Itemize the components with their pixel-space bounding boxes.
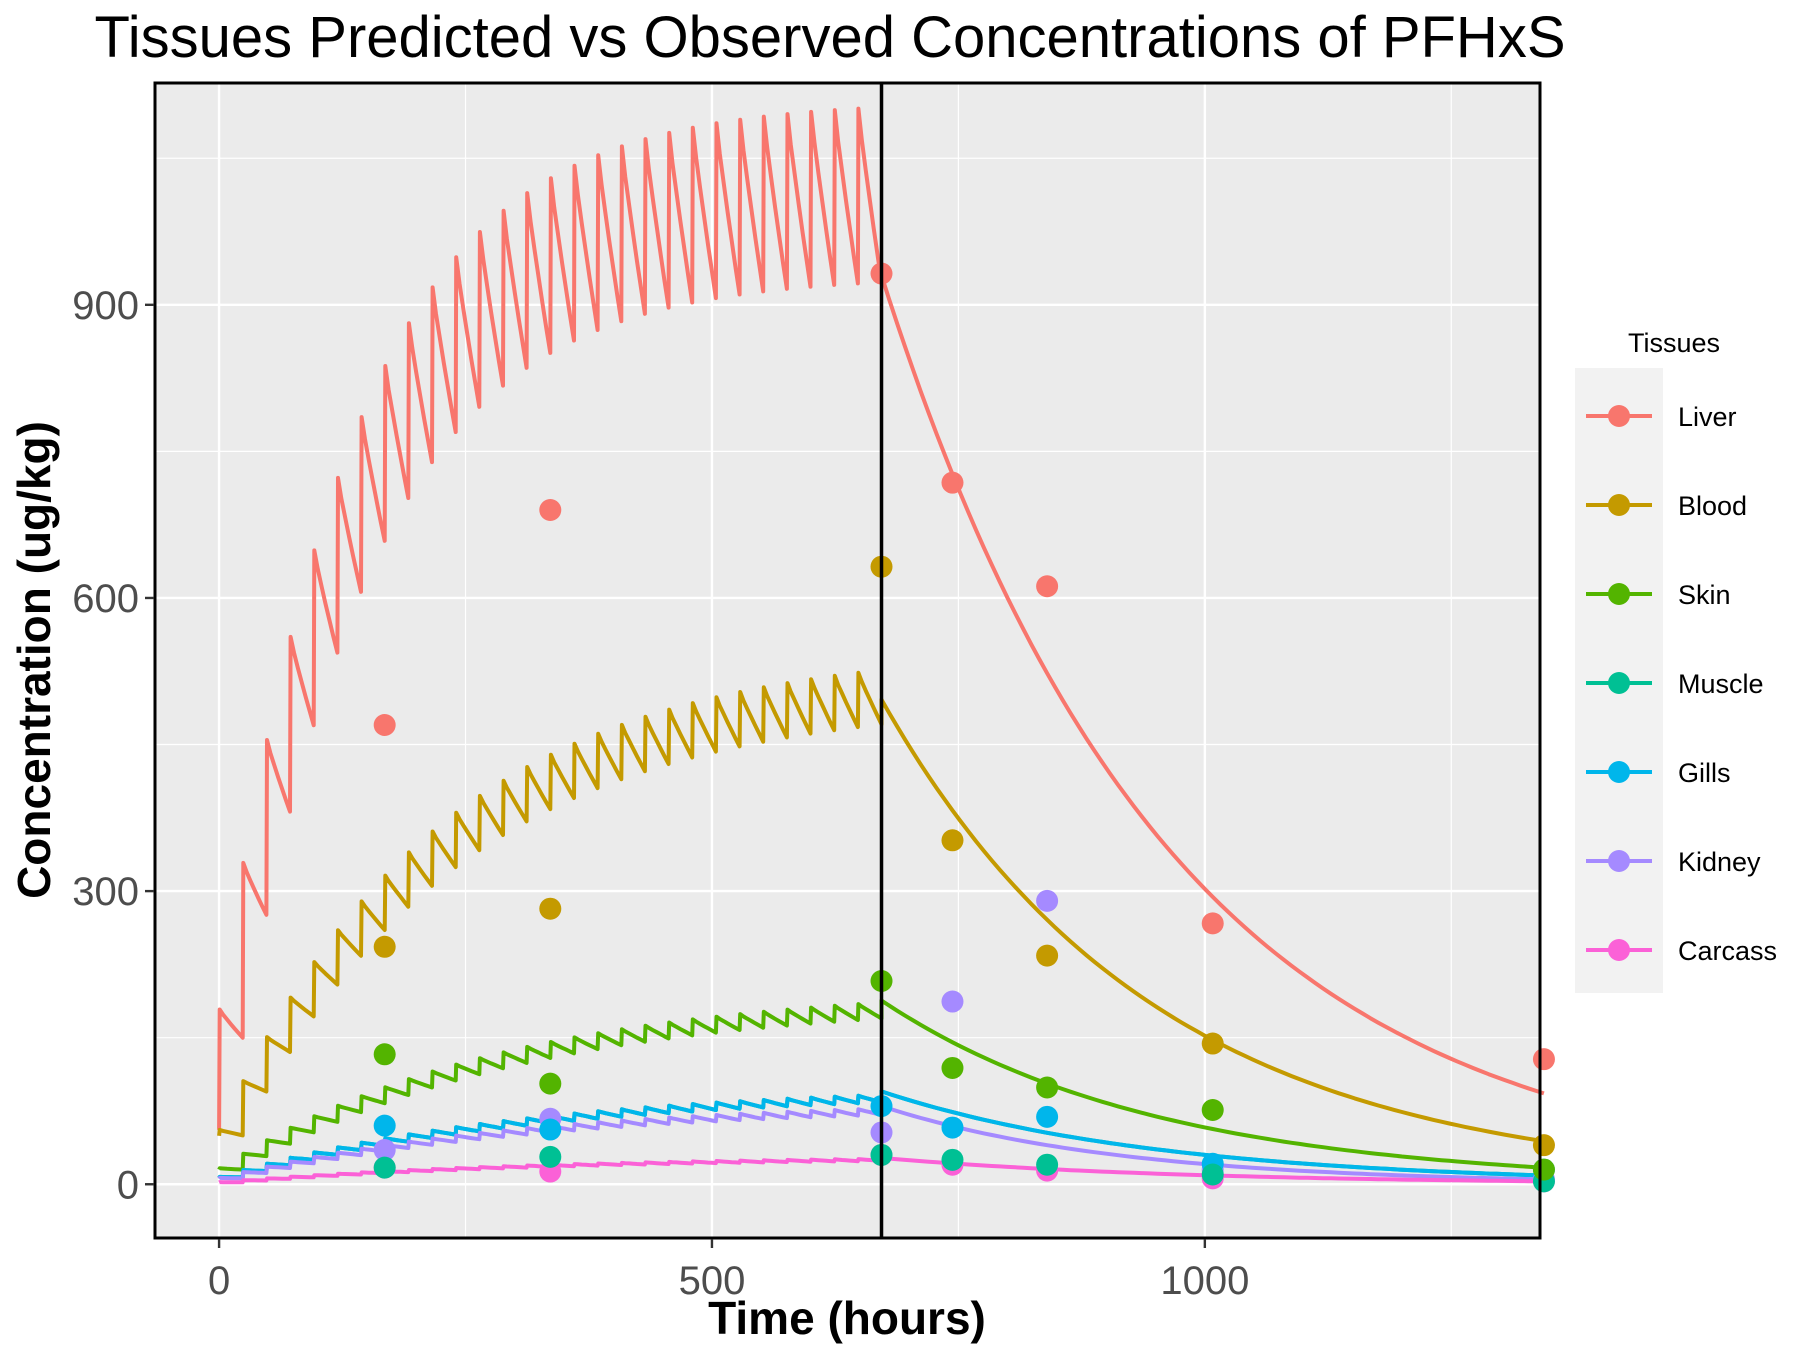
plot-panel [155, 83, 1540, 1238]
observed-point-liver [1201, 912, 1224, 935]
observed-point-skin [1201, 1098, 1224, 1121]
observed-point-skin [1532, 1158, 1555, 1181]
legend-key-point-blood [1608, 494, 1630, 516]
plot-border [153, 81, 1542, 1240]
model-line-blood [217, 670, 1545, 1144]
observed-point-liver [1036, 575, 1059, 598]
legend: Tissues Liver Blood Skin Muscle Gills Kidney C… [1575, 328, 1777, 993]
observed-point-blood [1036, 944, 1059, 967]
legend-key-point-carcass [1608, 939, 1630, 961]
legend-key-point-kidney [1608, 850, 1630, 872]
x-tick-label: 500 [679, 1259, 746, 1303]
legend-key-point-skin [1608, 583, 1630, 605]
observed-point-skin [941, 1056, 964, 1079]
y-axis-title: Concentration (ug/kg) [8, 421, 60, 899]
model-line-skin [217, 998, 1545, 1172]
observed-point-blood [941, 829, 964, 852]
observed-point-muscle [1201, 1163, 1224, 1186]
observed-point-liver [1532, 1048, 1555, 1071]
chart-title: Tissues Predicted vs Observed Concentrat… [94, 5, 1566, 70]
model-line-liver [217, 106, 1545, 1130]
observed-point-gills [941, 1116, 964, 1139]
observed-point-blood [1532, 1134, 1555, 1157]
observed-point-muscle [373, 1156, 396, 1179]
legend-label-skin: Skin [1678, 580, 1731, 610]
observed-point-muscle [941, 1148, 964, 1171]
observed-point-liver [539, 499, 562, 522]
legend-label-kidney: Kidney [1678, 847, 1761, 877]
x-axis-title: Time (hours) [708, 1292, 986, 1344]
legend-label-gills: Gills [1678, 758, 1731, 788]
y-tick-label: 900 [72, 284, 139, 328]
observed-point-gills [539, 1118, 562, 1141]
observed-point-kidney [373, 1139, 396, 1162]
observed-point-blood [1201, 1032, 1224, 1055]
axis-ticks: 0 500 1000 0 300 600 900 [72, 284, 1249, 1303]
legend-key-point-liver [1608, 405, 1630, 427]
legend-label-muscle: Muscle [1678, 669, 1764, 699]
x-tick-label: 0 [208, 1259, 230, 1303]
observed-point-muscle [1036, 1153, 1059, 1176]
y-tick-label: 0 [117, 1163, 139, 1207]
observed-point-skin [539, 1072, 562, 1095]
legend-title: Tissues [1628, 328, 1720, 358]
observed-point-gills [1036, 1105, 1059, 1128]
observed-point-kidney [941, 990, 964, 1013]
legend-label-blood: Blood [1678, 491, 1747, 521]
legend-label-liver: Liver [1678, 402, 1737, 432]
observed-point-liver [941, 471, 964, 494]
y-tick-label: 600 [72, 577, 139, 621]
observed-point-blood [373, 935, 396, 958]
observed-point-gills [373, 1114, 396, 1137]
legend-key-point-gills [1608, 761, 1630, 783]
legend-label-carcass: Carcass [1678, 936, 1777, 966]
observed-point-skin [373, 1043, 396, 1066]
observed-point-liver [373, 713, 396, 736]
y-tick-label: 300 [72, 870, 139, 914]
observed-points [373, 262, 1555, 1193]
observed-point-blood [539, 897, 562, 920]
observed-point-skin [1036, 1076, 1059, 1099]
observed-point-kidney [1036, 889, 1059, 912]
observed-point-muscle [539, 1145, 562, 1168]
legend-key-point-muscle [1608, 672, 1630, 694]
x-tick-label: 1000 [1160, 1259, 1249, 1303]
